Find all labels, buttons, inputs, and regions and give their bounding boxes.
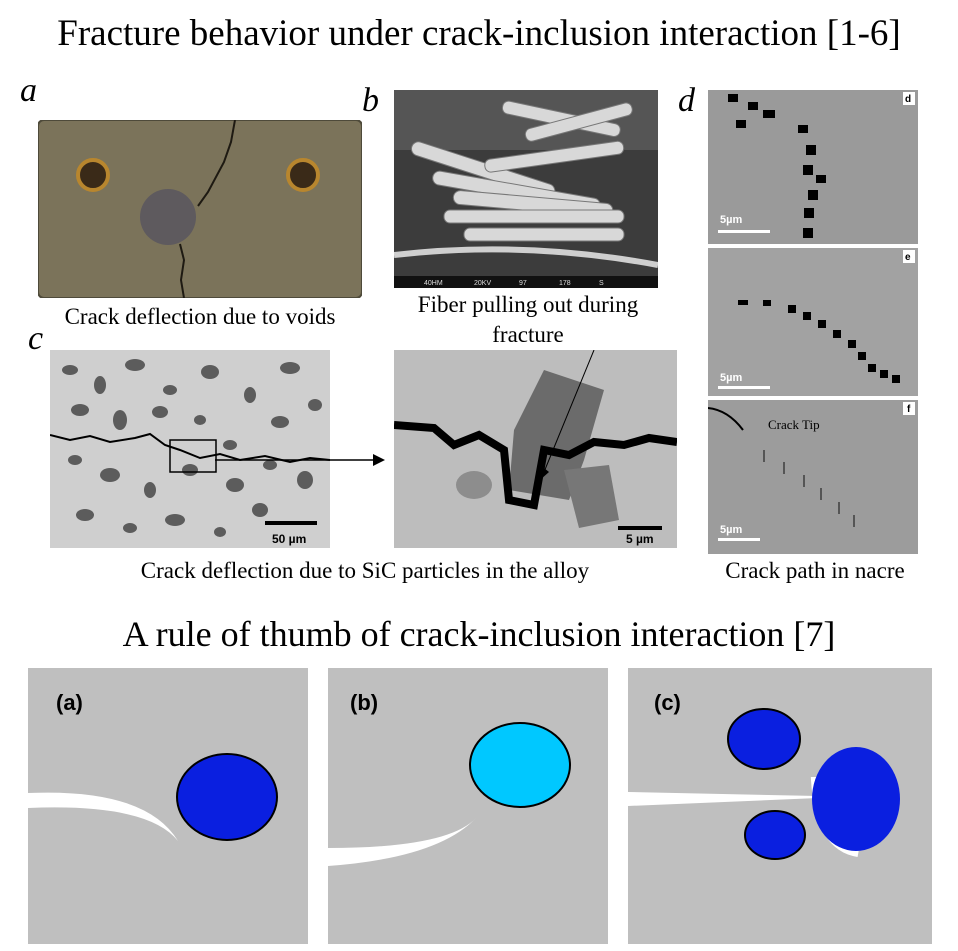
panel-a-photo — [38, 120, 362, 298]
panel-b-caption-line1: Fiber pulling out during — [417, 292, 639, 317]
panel-b-caption-line2: fracture — [492, 322, 564, 347]
diagram-b: (b) — [328, 668, 608, 944]
sub-label-e: e — [905, 252, 911, 263]
scale-label-50um: 50 µm — [272, 532, 306, 546]
diagram-b-label: (b) — [350, 690, 378, 715]
panel-b-label: b — [362, 82, 379, 119]
info-bar-text-2: 20KV — [474, 280, 491, 287]
diagram-a-label: (a) — [56, 690, 83, 715]
panel-c-left-photo: 50 µm — [50, 350, 330, 548]
diagram-c-label: (c) — [654, 690, 681, 715]
panel-c-label: c — [28, 320, 44, 357]
panel-c-right-photo: 5 µm — [394, 350, 677, 548]
panel-a-caption: Crack deflection due to voids — [64, 304, 336, 329]
diagram-c: (c) — [628, 668, 932, 944]
section-title: A rule of thumb of crack-inclusion inter… — [122, 614, 836, 654]
panel-b-photo: 40HM 20KV 97 178 S — [394, 90, 658, 288]
scale-label-e: 5µm — [720, 372, 742, 384]
panel-d-caption: Crack path in nacre — [725, 558, 905, 583]
info-bar-text-5: S — [599, 280, 604, 287]
panel-d-label: d — [678, 82, 695, 119]
sub-label-f: f — [907, 404, 911, 415]
panel-a-label: a — [20, 72, 37, 109]
scale-label-d: 5µm — [720, 214, 742, 226]
sub-label-d: d — [905, 94, 911, 105]
slide-title: Fracture behavior under crack-inclusion … — [57, 13, 901, 54]
scale-label-f: 5µm — [720, 524, 742, 536]
zoom-arrow — [215, 452, 385, 468]
info-bar-text-1: 40HM — [424, 280, 443, 287]
scale-label-5um: 5 µm — [626, 532, 654, 546]
panel-c-caption: Crack deflection due to SiC particles in… — [140, 558, 590, 583]
crack-tip-label: Crack Tip — [768, 417, 820, 432]
info-bar-text-3: 97 — [519, 280, 527, 287]
info-bar-text-4: 178 — [559, 280, 571, 287]
panel-d-photos: d 5µm e 5µm Crack Tip f 5µm — [708, 90, 918, 554]
diagram-a: (a) — [28, 668, 308, 944]
